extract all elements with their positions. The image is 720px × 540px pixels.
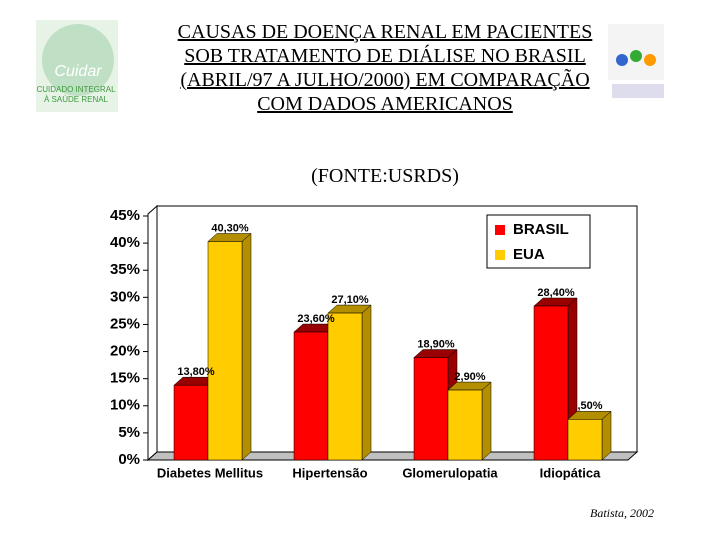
value-label: 18,90%: [417, 338, 455, 350]
logo-line: À SAÚDE RENAL: [44, 95, 109, 104]
y-tick-label: 5%: [118, 424, 140, 441]
value-label: 28,40%: [537, 287, 575, 299]
value-label: 40,30%: [211, 222, 249, 234]
left-logo: Cuidar CUIDADO INTEGRAL À SAÚDE RENAL: [36, 20, 118, 112]
bar: [207, 241, 243, 461]
y-tick-label: 15%: [110, 370, 140, 387]
y-tick-label: 30%: [110, 288, 140, 305]
bar: [533, 305, 569, 461]
bar: [173, 384, 209, 461]
y-tick-label: 20%: [110, 343, 140, 360]
bar: [447, 389, 483, 461]
legend-label: BRASIL: [513, 221, 569, 238]
bar-side: [361, 304, 372, 461]
y-tick-label: 10%: [110, 397, 140, 414]
logo-figure: [644, 54, 656, 66]
back-wall: [147, 204, 158, 462]
bar-side: [241, 232, 252, 461]
logo-name: Cuidar: [54, 63, 102, 80]
right-logo: [608, 24, 664, 98]
x-tick-label: Hipertensão: [292, 465, 367, 480]
chart-title: CAUSAS DE DOENÇA RENAL EM PACIENTES SOB …: [177, 21, 593, 115]
bar-side: [601, 410, 612, 461]
value-label: 23,60%: [297, 313, 335, 325]
legend-swatch: [495, 250, 505, 260]
value-label: ,50%: [577, 400, 602, 412]
x-tick-label: Idiopática: [540, 465, 601, 480]
logo-line: CUIDADO INTEGRAL: [36, 85, 116, 94]
y-tick-label: 0%: [118, 451, 140, 468]
bar: [567, 419, 603, 461]
x-tick-label: Glomerulopatia: [402, 465, 498, 480]
logo-figure: [616, 54, 628, 66]
chart-subtitle: (FONTE:USRDS): [311, 165, 459, 187]
bar: [327, 312, 363, 461]
bar: [293, 331, 329, 461]
y-tick-label: 40%: [110, 234, 140, 251]
source-note: Batista, 2002: [590, 506, 655, 520]
value-label: 27,10%: [331, 294, 369, 306]
bar-side: [481, 381, 492, 461]
y-tick-label: 45%: [110, 207, 140, 224]
y-tick-label: 25%: [110, 315, 140, 332]
bar: [413, 357, 449, 461]
logo-figure: [630, 50, 642, 62]
value-label: 13,80%: [177, 366, 215, 378]
x-tick-label: Diabetes Mellitus: [157, 465, 263, 480]
logo-text: [612, 84, 664, 98]
y-tick-label: 35%: [110, 261, 140, 278]
logo-circle: [42, 24, 114, 96]
legend-swatch: [495, 225, 505, 235]
value-label: 2,90%: [454, 371, 485, 383]
legend-label: EUA: [513, 246, 545, 263]
